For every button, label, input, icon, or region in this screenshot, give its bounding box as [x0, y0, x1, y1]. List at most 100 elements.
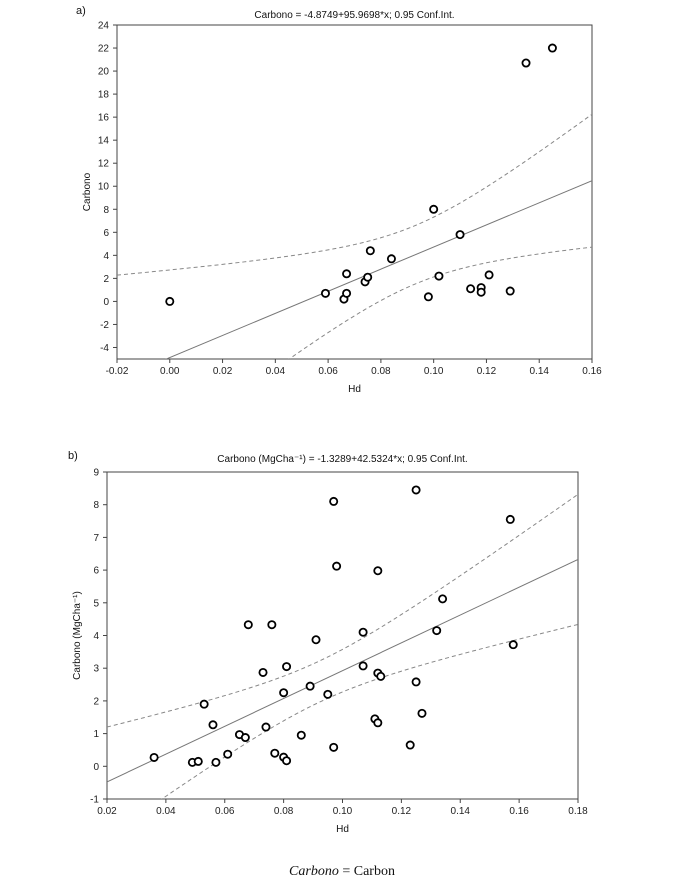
caption-italic: Carbono	[289, 864, 339, 879]
y-tick-label: 1	[93, 729, 99, 740]
data-point	[505, 514, 515, 524]
data-point	[358, 661, 368, 671]
y-tick-label: 12	[98, 159, 110, 170]
y-tick-label: 16	[98, 113, 110, 124]
data-point	[323, 689, 333, 699]
regression-line	[107, 558, 578, 783]
data-point	[508, 640, 518, 650]
data-point	[373, 566, 383, 576]
data-point	[363, 272, 373, 282]
x-tick-label: 0.12	[392, 806, 412, 817]
x-tick-label: 0.06	[215, 806, 235, 817]
y-tick-label: 6	[103, 228, 109, 239]
y-tick-label: 10	[98, 182, 110, 193]
data-point	[165, 296, 175, 306]
panel-label: a)	[76, 5, 86, 17]
x-tick-label: 0.10	[424, 366, 444, 377]
data-point	[332, 561, 342, 571]
plot-frame	[116, 24, 593, 360]
confidence-lower	[161, 623, 578, 799]
y-tick-label: 18	[98, 90, 110, 101]
y-axis-label: Carbono (MgCha⁻¹)	[72, 591, 83, 680]
data-point	[329, 496, 339, 506]
data-point	[476, 287, 486, 297]
data-point	[365, 246, 375, 256]
y-tick-label: -1	[90, 795, 99, 806]
y-tick-label: 4	[93, 631, 99, 642]
data-point	[455, 230, 465, 240]
y-tick-label: 3	[93, 664, 99, 675]
y-tick-label: 9	[93, 468, 99, 479]
data-point	[208, 720, 218, 730]
y-tick-label: -4	[100, 343, 109, 354]
y-tick-label: 0	[93, 762, 99, 773]
chart-panel-a: a) Carbono = -4.8749+95.9698*x; 0.95 Conf…	[76, 5, 602, 395]
data-point	[270, 748, 280, 758]
x-axis-label: Hd	[348, 384, 361, 395]
data-point	[329, 742, 339, 752]
x-tick-label: 0.04	[266, 366, 286, 377]
data-point	[411, 677, 421, 687]
data-point	[193, 756, 203, 766]
data-point	[484, 270, 494, 280]
y-tick-label: 6	[93, 566, 99, 577]
data-point	[211, 757, 221, 767]
data-point	[223, 749, 233, 759]
data-point	[547, 43, 557, 53]
data-point	[320, 288, 330, 298]
data-point	[376, 671, 386, 681]
data-point	[386, 254, 396, 264]
data-point	[373, 718, 383, 728]
y-tick-label: 2	[93, 696, 99, 707]
data-point	[405, 740, 415, 750]
data-point	[423, 292, 433, 302]
data-point	[282, 662, 292, 672]
y-axis-label: Carbono	[82, 172, 93, 211]
y-tick-label: 14	[98, 136, 110, 147]
x-tick-label: 0.16	[582, 366, 602, 377]
x-tick-label: 0.02	[97, 806, 117, 817]
chart-title: Carbono = -4.8749+95.9698*x; 0.95 Conf.I…	[254, 10, 454, 21]
y-tick-label: -2	[100, 320, 109, 331]
data-point	[438, 594, 448, 604]
caption-rest: = Carbon	[338, 864, 395, 879]
y-tick-label: 20	[98, 67, 110, 78]
y-tick-label: 2	[103, 274, 109, 285]
data-point	[240, 733, 250, 743]
x-tick-label: 0.16	[509, 806, 529, 817]
y-tick-label: 0	[103, 297, 109, 308]
y-tick-label: 5	[93, 598, 99, 609]
regression-line	[165, 180, 592, 359]
data-point	[149, 752, 159, 762]
data-point	[258, 667, 268, 677]
chart-panel-b: b) Carbono (MgCha⁻¹) = -1.3289+42.5324*x;…	[68, 450, 588, 835]
y-tick-label: 4	[103, 251, 109, 262]
data-point	[267, 620, 277, 630]
y-tick-label: 8	[93, 500, 99, 511]
data-point	[358, 627, 368, 637]
x-tick-label: 0.10	[333, 806, 353, 817]
chart-title: Carbono (MgCha⁻¹) = -1.3289+42.5324*x; 0…	[217, 454, 467, 465]
x-tick-label: -0.02	[106, 366, 129, 377]
x-axis-label: Hd	[336, 824, 349, 835]
data-point	[342, 288, 352, 298]
data-point	[305, 681, 315, 691]
data-point	[429, 204, 439, 214]
data-point	[279, 688, 289, 698]
x-tick-label: 0.12	[477, 366, 497, 377]
confidence-upper	[117, 113, 592, 276]
x-tick-label: 0.06	[318, 366, 338, 377]
data-point	[199, 699, 209, 709]
x-tick-label: 0.04	[156, 806, 176, 817]
x-tick-label: 0.18	[568, 806, 588, 817]
x-tick-label: 0.08	[274, 806, 294, 817]
confidence-lower	[288, 246, 592, 359]
x-tick-label: 0.00	[160, 366, 180, 377]
x-tick-label: 0.02	[213, 366, 233, 377]
data-point	[417, 708, 427, 718]
y-tick-label: 7	[93, 533, 99, 544]
y-tick-label: 22	[98, 44, 110, 55]
data-point	[411, 485, 421, 495]
data-point	[243, 620, 253, 630]
